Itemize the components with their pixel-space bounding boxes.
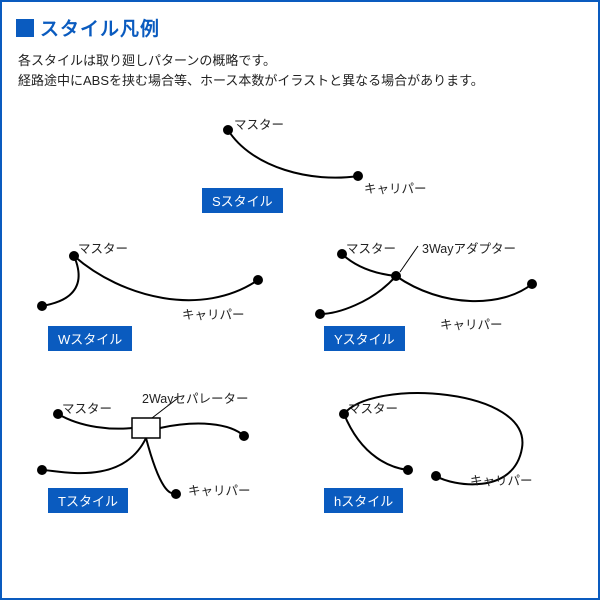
- description-line-2: 経路途中にABSを挟む場合等、ホース本数がイラストと異なる場合があります。: [18, 71, 582, 91]
- header-square-icon: [16, 19, 34, 37]
- node-label-w-0: マスター: [78, 238, 128, 257]
- diagram-area: SスタイルマスターキャリパーWスタイルマスターキャリパーYスタイルマスター3Wa…: [2, 98, 598, 578]
- style-badge-s: Sスタイル: [202, 188, 283, 213]
- node-label-t-1: 2Wayセパレーター: [142, 388, 249, 407]
- style-badge-y: Yスタイル: [324, 326, 405, 351]
- node-label-y-0: マスター: [346, 238, 396, 257]
- node-label-y-2: キャリパー: [440, 314, 503, 333]
- node-label-y-1: 3Wayアダプター: [422, 238, 516, 257]
- node-label-h-1: キャリパー: [470, 470, 533, 489]
- node-label-t-0: マスター: [62, 398, 112, 417]
- node-label-t-2: キャリパー: [188, 480, 251, 499]
- page-title: スタイル凡例: [40, 14, 160, 41]
- node-label-s-0: マスター: [234, 114, 284, 133]
- style-badge-h: hスタイル: [324, 488, 403, 513]
- style-badge-w: Wスタイル: [48, 326, 132, 351]
- style-badge-t: Tスタイル: [48, 488, 128, 513]
- description-block: 各スタイルは取り廻しパターンの概略です。 経路途中にABSを挟む場合等、ホース本…: [2, 47, 598, 98]
- node-label-h-0: マスター: [348, 398, 398, 417]
- node-label-w-1: キャリパー: [182, 304, 245, 323]
- header: スタイル凡例: [2, 2, 598, 47]
- description-line-1: 各スタイルは取り廻しパターンの概略です。: [18, 51, 582, 71]
- node-label-s-1: キャリパー: [364, 178, 427, 197]
